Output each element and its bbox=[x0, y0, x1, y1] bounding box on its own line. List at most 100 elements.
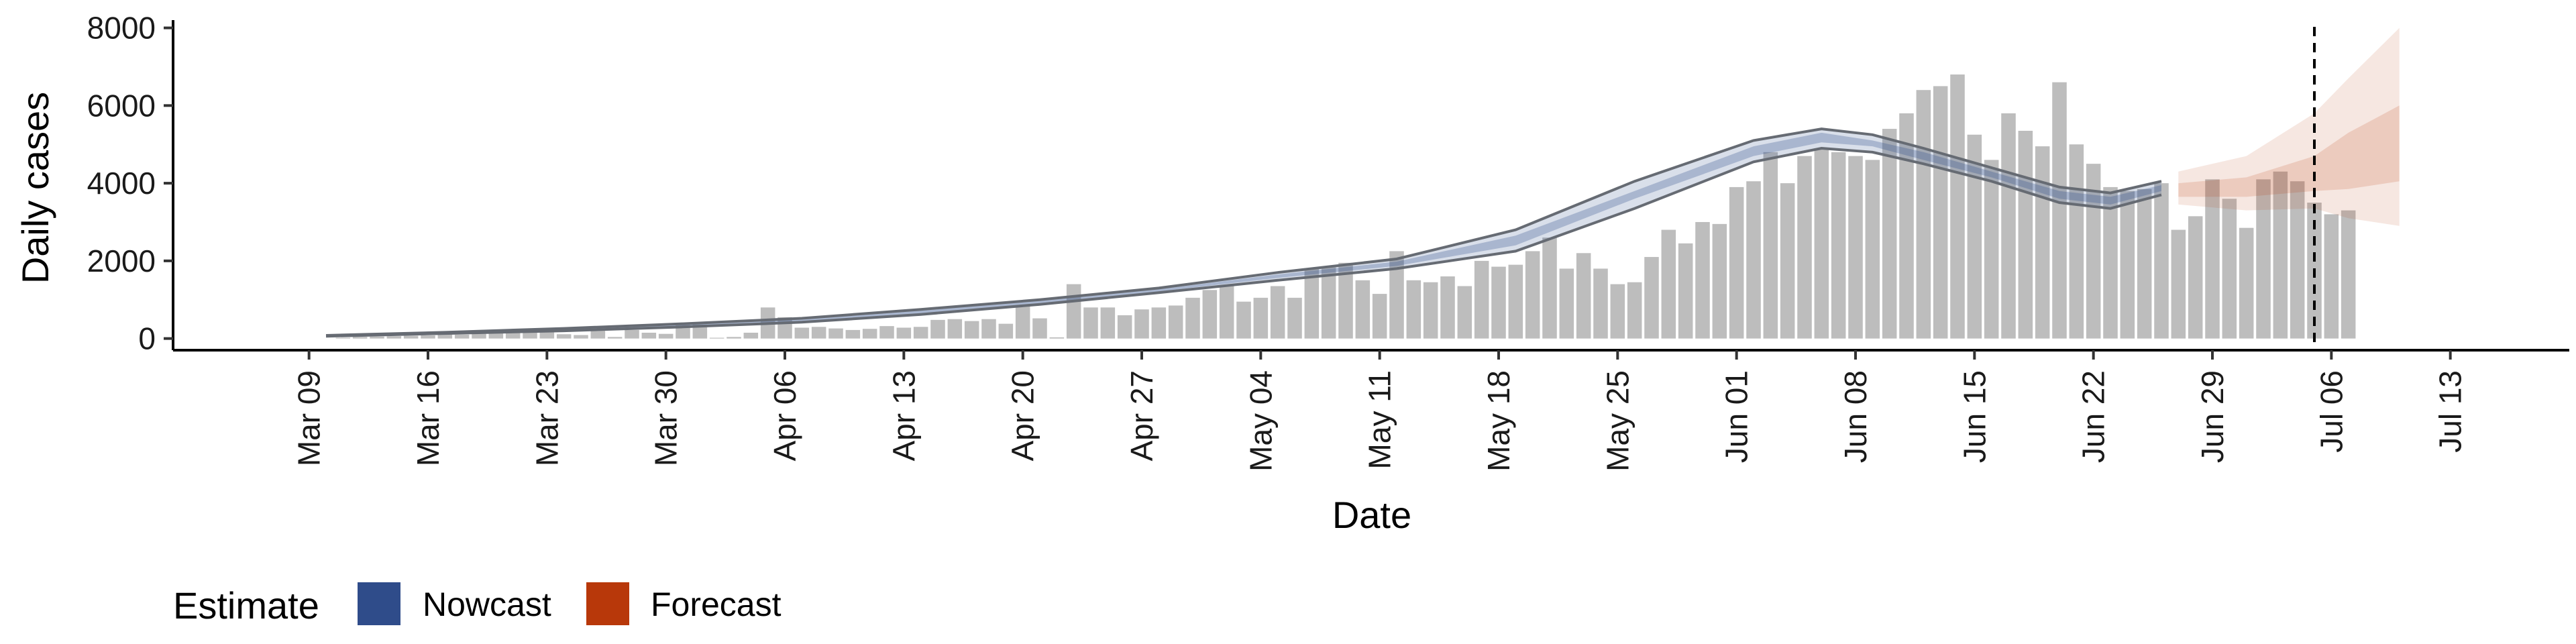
bar bbox=[335, 337, 351, 339]
bar bbox=[1984, 160, 1999, 339]
bar bbox=[692, 324, 708, 339]
bar bbox=[1151, 307, 1167, 339]
bar bbox=[437, 333, 453, 339]
bar bbox=[2205, 179, 2220, 339]
bar bbox=[1627, 282, 1642, 339]
bar bbox=[1848, 156, 1863, 339]
x-tick-label: Jun 08 bbox=[1838, 370, 1873, 463]
bar bbox=[2103, 186, 2118, 339]
bar bbox=[930, 319, 945, 339]
x-tick-label: Apr 20 bbox=[1006, 370, 1040, 462]
x-tick-label: May 25 bbox=[1600, 370, 1635, 472]
x-tick-label: Jul 06 bbox=[2314, 370, 2349, 453]
x-tick-label: Apr 27 bbox=[1124, 370, 1159, 462]
x-tick-label: Mar 16 bbox=[411, 370, 445, 466]
y-axis-title: Daily cases bbox=[14, 92, 56, 284]
bar bbox=[1559, 268, 1574, 339]
bar bbox=[845, 329, 861, 339]
bar bbox=[2239, 227, 2254, 339]
bar bbox=[454, 334, 470, 339]
bars-layer bbox=[335, 74, 2356, 339]
x-tick-label: May 04 bbox=[1243, 370, 1278, 472]
y-tick-label: 6000 bbox=[87, 88, 156, 123]
bar bbox=[862, 329, 877, 339]
bar bbox=[1525, 251, 1540, 339]
bar bbox=[1763, 152, 1778, 339]
bar bbox=[2137, 189, 2152, 339]
bar bbox=[2188, 216, 2203, 339]
bar bbox=[879, 326, 894, 339]
bar bbox=[590, 331, 606, 339]
bar bbox=[1253, 297, 1269, 339]
legend: Estimate Nowcast Forecast bbox=[173, 582, 782, 627]
bar bbox=[1831, 152, 1846, 339]
bar bbox=[1134, 309, 1149, 339]
bands-layer bbox=[325, 28, 2400, 338]
y-ticks: 0 2000 4000 6000 8000 bbox=[87, 11, 173, 356]
bar bbox=[981, 319, 996, 339]
bar bbox=[2222, 199, 2237, 339]
bar bbox=[1032, 318, 1047, 339]
bar bbox=[1406, 280, 1421, 339]
bar bbox=[727, 337, 741, 339]
bar bbox=[1678, 243, 1693, 339]
bar bbox=[1066, 284, 1081, 339]
bar bbox=[1610, 284, 1625, 339]
bar bbox=[2001, 113, 2016, 339]
x-tick-label: Apr 06 bbox=[767, 370, 802, 462]
bar bbox=[1287, 297, 1302, 339]
bar bbox=[1712, 223, 1727, 339]
bar bbox=[1100, 307, 1116, 339]
bar bbox=[2052, 82, 2067, 339]
bar bbox=[1423, 282, 1438, 339]
bar bbox=[1457, 286, 1472, 339]
bar bbox=[505, 331, 521, 339]
bar bbox=[1814, 148, 1829, 339]
x-tick-label: Jun 22 bbox=[2076, 370, 2111, 463]
bar bbox=[1950, 74, 1965, 339]
bar bbox=[2120, 191, 2135, 339]
bar bbox=[556, 334, 572, 339]
bar bbox=[1270, 286, 1285, 339]
bar bbox=[472, 333, 486, 339]
bar bbox=[998, 323, 1014, 339]
bar bbox=[2069, 144, 2084, 339]
bar bbox=[641, 332, 657, 339]
bar bbox=[947, 319, 963, 339]
bar bbox=[1015, 305, 1030, 339]
bar bbox=[2273, 171, 2288, 339]
bar bbox=[2290, 181, 2305, 339]
bar bbox=[2035, 146, 2050, 339]
bar bbox=[523, 332, 537, 339]
x-axis-title: Date bbox=[1332, 494, 1411, 536]
bar bbox=[1236, 301, 1251, 339]
bar bbox=[1372, 294, 1387, 339]
bar bbox=[709, 337, 724, 339]
bar bbox=[488, 332, 504, 339]
bar bbox=[1321, 266, 1336, 339]
bar bbox=[1576, 253, 1591, 339]
bar bbox=[370, 336, 384, 339]
bar bbox=[1746, 181, 1761, 339]
bar bbox=[1865, 160, 1880, 339]
bar bbox=[625, 329, 639, 339]
bar bbox=[352, 337, 368, 339]
y-tick-label: 8000 bbox=[87, 11, 156, 46]
bar bbox=[1083, 307, 1098, 339]
bar bbox=[1542, 237, 1557, 339]
bar bbox=[1304, 268, 1320, 339]
bar bbox=[1593, 268, 1608, 339]
forecast-outer-band bbox=[2178, 28, 2400, 226]
bar bbox=[1780, 183, 1795, 339]
bar bbox=[574, 335, 588, 339]
x-tick-label: Apr 13 bbox=[886, 370, 921, 462]
bar bbox=[539, 332, 555, 339]
nowcast-lower-line bbox=[325, 146, 2162, 338]
bar bbox=[1117, 315, 1132, 339]
bar bbox=[2018, 130, 2033, 339]
x-ticks: Mar 09 Mar 16 Mar 23 Mar 30 Apr 06 Apr 13 Apr … bbox=[292, 350, 2468, 472]
bar bbox=[1440, 276, 1455, 339]
x-tick-label: May 11 bbox=[1362, 370, 1397, 469]
bar bbox=[1185, 297, 1200, 339]
